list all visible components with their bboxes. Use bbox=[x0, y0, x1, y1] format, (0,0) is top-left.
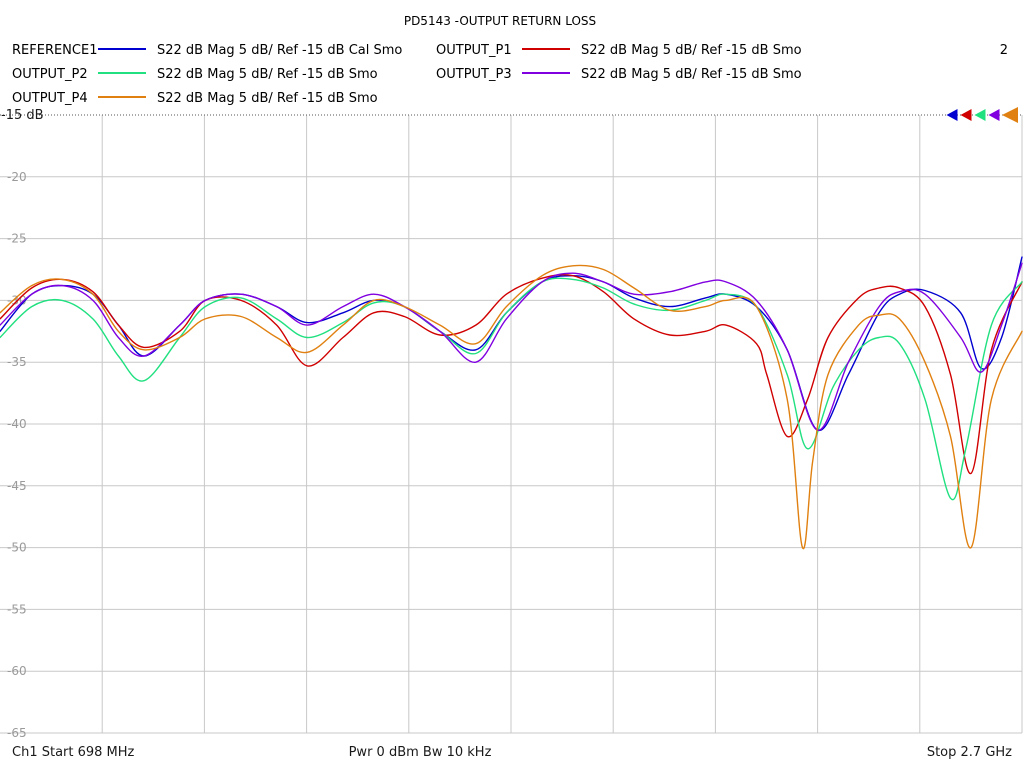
footer-stop: Stop 2.7 GHz bbox=[927, 745, 1012, 760]
y-tick-label: -35 bbox=[7, 355, 27, 369]
grid bbox=[0, 114, 1023, 734]
legend-name: OUTPUT_P1 bbox=[436, 43, 512, 58]
legend-name: OUTPUT_P2 bbox=[12, 67, 88, 82]
footer-start: Ch1 Start 698 MHz bbox=[12, 745, 135, 760]
y-tick-label: -20 bbox=[7, 170, 27, 184]
legend-name: OUTPUT_P3 bbox=[436, 67, 512, 82]
legend: REFERENCE1 S22 dB Mag 5 dB/ Ref -15 dB Ca… bbox=[12, 43, 802, 106]
reference-marker-icon bbox=[946, 109, 958, 121]
traces bbox=[0, 256, 1023, 550]
legend-desc: S22 dB Mag 5 dB/ Ref -15 dB Smo bbox=[157, 67, 378, 82]
y-ref-label: -15 dB bbox=[1, 108, 44, 123]
y-tick-label: -50 bbox=[7, 541, 27, 555]
y-tick-label: -60 bbox=[7, 664, 27, 678]
legend-desc: S22 dB Mag 5 dB/ Ref -15 dB Smo bbox=[581, 67, 802, 82]
y-tick-label: -25 bbox=[7, 232, 27, 246]
reference-marker-icon bbox=[974, 109, 986, 121]
legend-name: OUTPUT_P4 bbox=[12, 91, 88, 106]
window-number: 2 bbox=[1000, 43, 1008, 58]
y-tick-label: -40 bbox=[7, 417, 27, 431]
trace-output-p3 bbox=[0, 262, 1023, 431]
reference-marker-icon bbox=[988, 109, 1000, 121]
y-tick-label: -65 bbox=[7, 726, 27, 740]
trace-output-p4 bbox=[0, 264, 1023, 550]
legend-name: REFERENCE1 bbox=[12, 43, 97, 58]
y-tick-label: -45 bbox=[7, 479, 27, 493]
reference-marker-icon bbox=[1002, 107, 1018, 123]
legend-desc: S22 dB Mag 5 dB/ Ref -15 dB Smo bbox=[581, 43, 802, 58]
footer-power-bandwidth: Pwr 0 dBm Bw 10 kHz bbox=[349, 745, 492, 760]
chart-title: PD5143 -OUTPUT RETURN LOSS bbox=[404, 14, 596, 28]
reference-marker-icon bbox=[960, 109, 972, 121]
y-tick-label: -55 bbox=[7, 602, 27, 616]
reference-markers bbox=[946, 107, 1018, 123]
legend-desc: S22 dB Mag 5 dB/ Ref -15 dB Cal Smo bbox=[157, 43, 402, 58]
legend-desc: S22 dB Mag 5 dB/ Ref -15 dB Smo bbox=[157, 91, 378, 106]
